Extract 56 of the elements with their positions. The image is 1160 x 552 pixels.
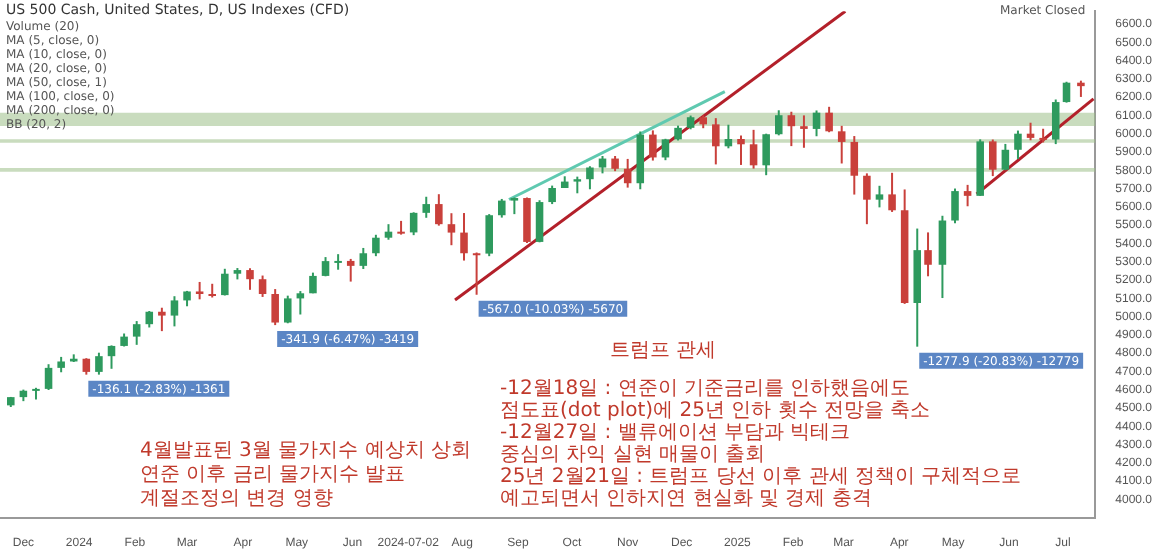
candlestick <box>749 128 758 170</box>
candlestick <box>334 253 342 271</box>
candlestick <box>1001 142 1010 172</box>
candlestick <box>283 294 292 325</box>
candlestick <box>548 184 556 206</box>
candlestick <box>460 212 468 262</box>
candlestick <box>422 195 431 219</box>
candlestick <box>346 257 355 283</box>
candlestick <box>762 132 770 177</box>
candlestick <box>712 117 720 166</box>
candlestick <box>963 183 972 208</box>
candlestick <box>95 351 103 376</box>
annotation: -12월18일 : 연준이 기준금리를 인하했음에도 점도표(dot plot)에 25년 인하 횟수 전망을 축소 -12월27일 : 밸류에이션 부담과 빅테크 중심의 차익 실현 매물이 출회 25년 2월21일 : 트럼프 당선 이후 관세 정책이 구체적으로 예고되면서 인하지연 현실화 및 경제 충격 <box>500 378 1022 510</box>
candlestick <box>246 267 254 291</box>
candlestick <box>989 138 997 178</box>
candlestick <box>221 267 229 297</box>
candlestick <box>1062 80 1071 104</box>
candlestick <box>409 211 418 237</box>
candlestick <box>170 295 179 328</box>
candlestick <box>447 212 456 247</box>
candlestick <box>258 274 267 298</box>
candlestick <box>271 288 279 327</box>
candlestick <box>472 251 481 296</box>
candlestick <box>649 129 657 162</box>
candlestick <box>875 184 884 209</box>
candlestick <box>498 197 506 219</box>
candlestick <box>774 109 783 137</box>
candlestick <box>107 344 116 370</box>
candlestick <box>1051 98 1060 146</box>
candlestick <box>44 363 53 391</box>
candlestick <box>837 124 846 165</box>
candlestick <box>787 110 796 148</box>
candlestick <box>924 231 932 278</box>
candlestick <box>850 135 859 196</box>
candlestick <box>523 196 531 245</box>
candlestick <box>296 290 305 316</box>
candlestick <box>372 233 380 258</box>
candlestick <box>825 105 833 134</box>
candlestick <box>535 199 544 244</box>
candlestick <box>737 134 745 166</box>
candlestick <box>359 246 368 270</box>
candlestick <box>158 306 166 333</box>
candlestick <box>435 193 443 227</box>
candlestick <box>485 213 493 258</box>
candlestick <box>132 320 141 346</box>
annotation: 트럼프 관세 <box>610 340 717 364</box>
candlestick <box>863 172 871 226</box>
candlestick <box>938 214 947 300</box>
candlestick <box>586 165 594 191</box>
candlestick <box>800 114 808 149</box>
candlestick <box>1014 129 1022 160</box>
annotation: 4월발표된 3월 물가지수 예상치 상회 연준 이후 금리 물가지수 발표 계절조정의 변경 영향 <box>140 440 471 512</box>
candlestick <box>951 187 959 225</box>
candlestick <box>888 171 896 213</box>
candlestick <box>623 157 632 189</box>
candlestick <box>812 109 821 138</box>
